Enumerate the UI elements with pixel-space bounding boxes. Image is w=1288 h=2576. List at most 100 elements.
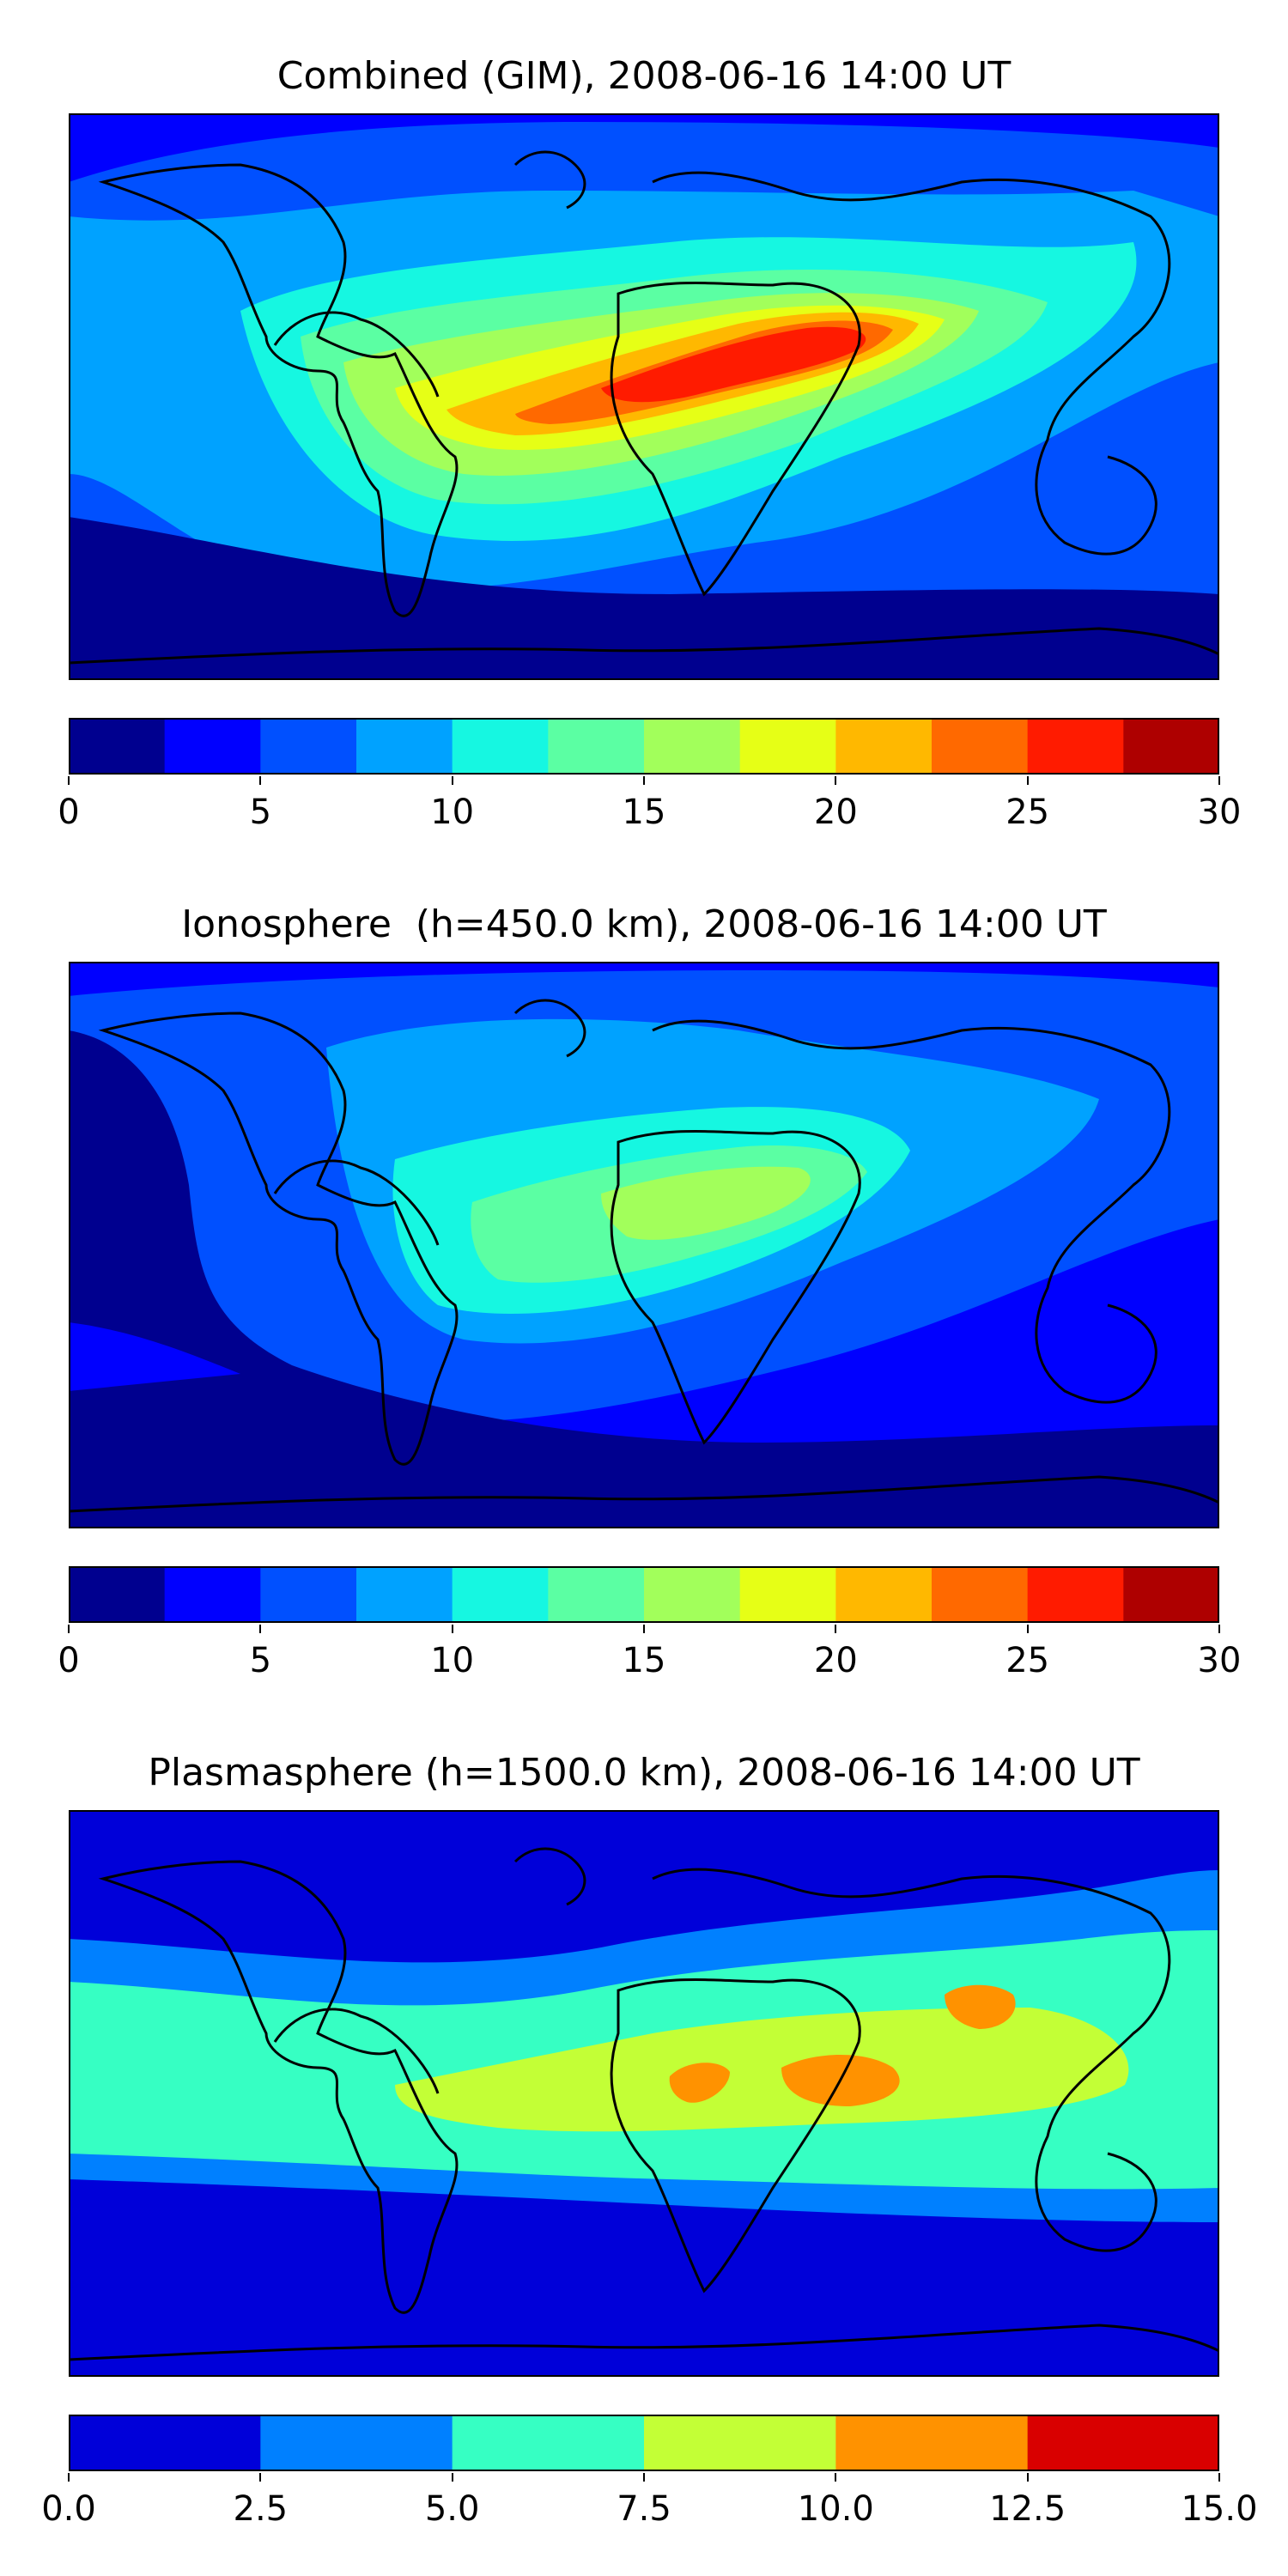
colorbar-segment: [644, 1566, 741, 1623]
map-combined: [69, 113, 1219, 680]
colorbar-segment: [69, 2415, 261, 2471]
colorbar-tick-label: 0: [58, 1641, 80, 1680]
colorbar-segment: [1123, 1566, 1220, 1623]
colorbar-tick-mark: [1218, 2473, 1220, 2482]
chart-title: Combined (GIM), 2008-06-16 14:00 UT: [276, 54, 1012, 98]
map-ionosphere: [69, 962, 1219, 1528]
colorbar-segment: [356, 1566, 453, 1623]
colorbar-tick-label: 30: [1197, 793, 1242, 832]
colorbar-ticks-combined: 0 5 10 15 20 25 30: [58, 776, 1241, 832]
colorbar-tick-mark: [68, 1625, 70, 1633]
level-band: [69, 1999, 79, 2023]
colorbar-segment: [356, 718, 453, 775]
level-band: [395, 2008, 1129, 2132]
chart-title: Ionosphere (h=450.0 km), 2008-06-16 14:0…: [181, 902, 1107, 946]
colorbar-tick-mark: [643, 776, 645, 785]
colorbar-tick-label: 15.0: [1181, 2489, 1258, 2529]
colorbar-frame: [69, 718, 1219, 775]
plot-frame: [69, 1810, 1219, 2377]
colorbar-tick-mark: [1026, 1625, 1029, 1633]
colorbar-tick-label: 5: [249, 793, 272, 832]
coastlines: [69, 150, 1219, 665]
colorbar-svg: [69, 1566, 1220, 1623]
colorbar-segment: [644, 718, 741, 775]
colorbar-tick-mark: [259, 776, 262, 785]
colorbar-tick-mark: [68, 776, 70, 785]
colorbar-segment: [1123, 718, 1220, 775]
plot-frame: [69, 113, 1219, 680]
chart-title: Plasmasphere (h=1500.0 km), 2008-06-16 1…: [148, 1751, 1140, 1795]
colorbar-ticks-plasmasphere: 0.0 2.5 5.0 7.5 10.0 12.5 15.0: [41, 2473, 1258, 2529]
level-band: [669, 2063, 730, 2103]
colorbar-ionosphere: [69, 1566, 1220, 1623]
colorbar-tick-label: 10: [430, 1641, 475, 1680]
colorbar-tick-mark: [1026, 2473, 1029, 2482]
colorbar-tick-label: 15: [622, 1641, 666, 1680]
colorbar-segment: [164, 718, 261, 775]
colorbar-segment: [548, 718, 645, 775]
colorbar-segment: [164, 1566, 261, 1623]
colorbar-segment: [835, 2415, 1029, 2471]
colorbar-tick-mark: [1218, 776, 1220, 785]
map-svg: [69, 113, 1219, 680]
level-band: [601, 326, 866, 403]
colorbar-tick-mark: [835, 1625, 837, 1633]
colorbar-segment: [260, 2415, 453, 2471]
colorbar-svg: [69, 2415, 1220, 2471]
colorbar-tick-mark: [835, 2473, 837, 2482]
colorbar-tick-mark: [451, 776, 453, 785]
colorbar-tick-label: 25: [1005, 793, 1050, 832]
colorbar-svg: [69, 718, 1220, 775]
colorbar-segment: [644, 2415, 836, 2471]
colorbar-tick-mark: [451, 1625, 453, 1633]
colorbar-segment: [452, 718, 549, 775]
colorbar-combined: [69, 718, 1220, 775]
colorbar-segment: [739, 1566, 836, 1623]
colorbar-tick-label: 7.5: [617, 2489, 671, 2529]
colorbar-tick-label: 10.0: [797, 2489, 874, 2529]
plot-frame: [69, 962, 1219, 1528]
level-band: [945, 1984, 1016, 2029]
colorbar-segment: [69, 718, 166, 775]
colorbar-ticks-ionosphere: 0 5 10 15 20 25 30: [58, 1625, 1241, 1680]
level-band: [69, 1322, 240, 1391]
coastlines: [69, 1847, 1219, 2361]
colorbar-segment: [932, 718, 1029, 775]
colorbar-segment: [835, 718, 933, 775]
colorbar-frame: [69, 1566, 1219, 1623]
colorbar-frame: [69, 2415, 1219, 2471]
colorbar-plasmasphere: [69, 2415, 1220, 2471]
colorbar-segment: [1027, 718, 1124, 775]
colorbar-tick-label: 5: [249, 1641, 272, 1680]
level-band: [601, 1166, 811, 1240]
level-band: [69, 1030, 1219, 1528]
colorbar-tick-label: 20: [813, 1641, 858, 1680]
colorbar-tick-label: 10: [430, 793, 475, 832]
colorbar-segment: [1027, 1566, 1124, 1623]
colorbar-segment: [260, 1566, 357, 1623]
colorbar-tick-label: 25: [1005, 1641, 1050, 1680]
coastlines: [69, 999, 1219, 1513]
colorbar-tick-label: 2.5: [233, 2489, 289, 2529]
colorbar-tick-mark: [835, 776, 837, 785]
colorbar-tick-mark: [643, 1625, 645, 1633]
map-plasmasphere: [69, 1810, 1219, 2377]
colorbar-segment: [739, 718, 836, 775]
colorbar-tick-label: 20: [813, 793, 858, 832]
colorbar-tick-mark: [259, 2473, 262, 2482]
colorbar-tick-mark: [259, 1625, 262, 1633]
colorbar-segment: [548, 1566, 645, 1623]
colorbar-segment: [452, 2415, 645, 2471]
colorbar-tick-label: 0: [58, 793, 80, 832]
colorbar-tick-label: 0.0: [41, 2489, 96, 2529]
colorbar-tick-mark: [68, 2473, 70, 2482]
colorbar-tick-label: 30: [1197, 1641, 1242, 1680]
colorbar-tick-label: 5.0: [424, 2489, 480, 2529]
colorbar-segment: [69, 1566, 166, 1623]
colorbar-segment: [835, 1566, 933, 1623]
map-svg: [69, 1810, 1219, 2377]
colorbar-segment: [260, 718, 357, 775]
colorbar-tick-mark: [451, 2473, 453, 2482]
colorbar-segment: [932, 1566, 1029, 1623]
map-svg: [69, 962, 1219, 1528]
